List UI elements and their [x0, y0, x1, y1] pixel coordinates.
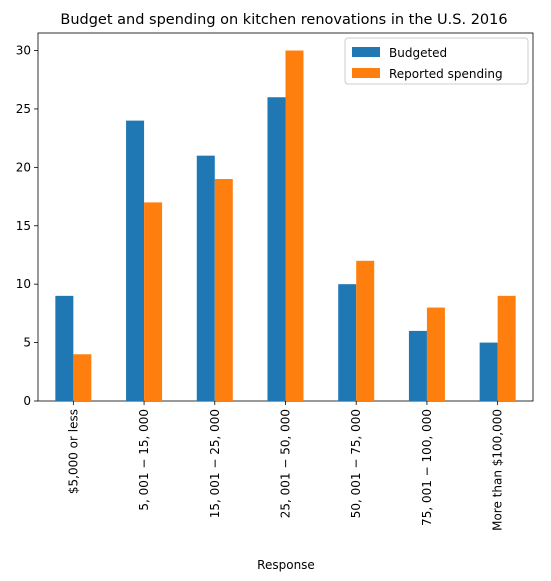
legend-swatch-1 — [352, 68, 380, 78]
y-tick-label: 30 — [16, 44, 31, 58]
legend-swatch-0 — [352, 47, 380, 57]
x-axis-label: Response — [257, 558, 315, 572]
bar-reported-spending-2 — [214, 179, 233, 401]
y-tick-label: 20 — [16, 160, 31, 174]
x-tick-label: 5, 001 − 15, 000 — [137, 409, 151, 511]
legend-label-1: Reported spending — [389, 67, 503, 81]
y-axis: 0 5 10 15 20 25 30 — [16, 44, 38, 408]
legend-box — [344, 37, 529, 85]
x-tick-label: 25, 001 − 50, 000 — [279, 409, 293, 518]
bar-reported-spending-3 — [285, 50, 304, 402]
y-tick-label: 25 — [16, 102, 31, 116]
y-tick-label: 5 — [23, 336, 31, 350]
bar-reported-spending-1 — [144, 202, 163, 401]
y-tick-label: 10 — [16, 277, 31, 291]
bar-budgeted-0 — [55, 295, 74, 401]
bar-reported-spending-6 — [497, 295, 516, 401]
bar-budgeted-4 — [338, 284, 357, 401]
y-tick-label: 0 — [23, 394, 31, 408]
bar-budgeted-6 — [479, 342, 498, 401]
y-tick-label: 15 — [16, 219, 31, 233]
bar-budgeted-5 — [408, 330, 427, 401]
x-axis: $5,000 or less 5, 001 − 15, 000 15, 001 − … — [66, 401, 505, 531]
x-tick-label: 15, 001 − 25, 000 — [208, 409, 222, 518]
x-tick-label: 50, 001 − 75, 000 — [349, 409, 363, 518]
bar-budgeted-3 — [267, 97, 286, 401]
bar-budgeted-1 — [126, 120, 145, 401]
legend: Budgeted Reported spending — [344, 37, 529, 85]
x-tick-label: $5,000 or less — [66, 409, 80, 494]
x-tick-label: 75, 001 − 100, 000 — [420, 409, 434, 526]
x-tick-label: More than $100,000 — [491, 409, 505, 531]
bar-reported-spending-0 — [73, 354, 92, 401]
bar-reported-spending-4 — [356, 260, 375, 401]
bars — [55, 50, 516, 402]
legend-label-0: Budgeted — [389, 46, 447, 60]
bar-reported-spending-5 — [426, 307, 445, 401]
chart-title: Budget and spending on kitchen renovatio… — [60, 12, 507, 28]
bar-budgeted-2 — [196, 155, 215, 401]
